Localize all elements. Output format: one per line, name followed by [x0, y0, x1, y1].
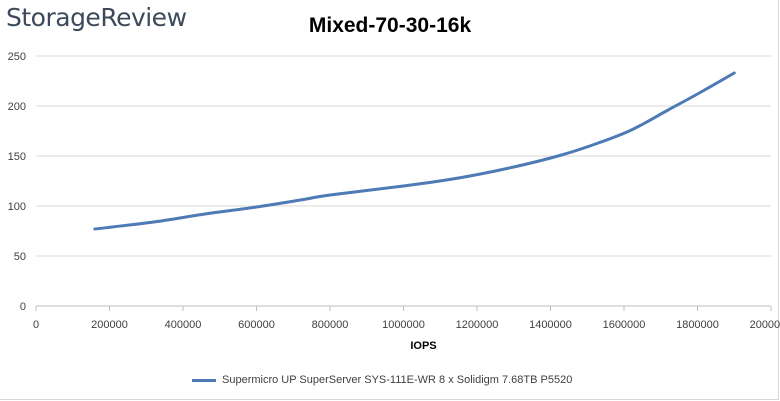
x-tick-label: 800000 — [312, 319, 349, 331]
gridlines — [36, 55, 771, 257]
y-tick-label: 150 — [8, 151, 26, 163]
series-line-0 — [93, 71, 736, 231]
axes — [35, 305, 772, 311]
y-tick-label: 50 — [14, 251, 26, 263]
storagereview-logo: StorageReview — [6, 3, 187, 32]
legend-swatch — [192, 378, 216, 382]
x-tick-label: 0 — [33, 319, 39, 331]
y-tick-label: 250 — [8, 51, 26, 63]
series-lines — [93, 71, 736, 231]
x-tick-label: 200000 — [91, 319, 128, 331]
x-axis-label: IOPS — [410, 340, 436, 352]
x-tick-label: 1200000 — [456, 319, 499, 331]
x-tick-label: 2000000 — [750, 319, 780, 331]
y-tick-labels: 0 50 100 150 200 250 — [8, 51, 26, 313]
x-tick-label: 400000 — [165, 319, 202, 331]
legend-series-label: Supermicro UP SuperServer SYS-111E-WR 8 … — [222, 374, 573, 386]
x-tick-label: 600000 — [238, 319, 275, 331]
x-tick-labels: 0 200000 400000 600000 800000 1000000 1200000 1… — [33, 319, 780, 331]
y-tick-label: 100 — [8, 201, 26, 213]
x-tick-label: 1400000 — [529, 319, 572, 331]
y-tick-label: 0 — [20, 301, 26, 313]
x-tick-label: 1000000 — [382, 319, 425, 331]
chart-title: Mixed-70-30-16k — [308, 14, 472, 37]
legend: Supermicro UP SuperServer SYS-111E-WR 8 … — [192, 374, 572, 386]
y-tick-label: 200 — [8, 101, 26, 113]
x-tick-label: 1600000 — [603, 319, 646, 331]
x-tick-label: 1800000 — [676, 319, 719, 331]
